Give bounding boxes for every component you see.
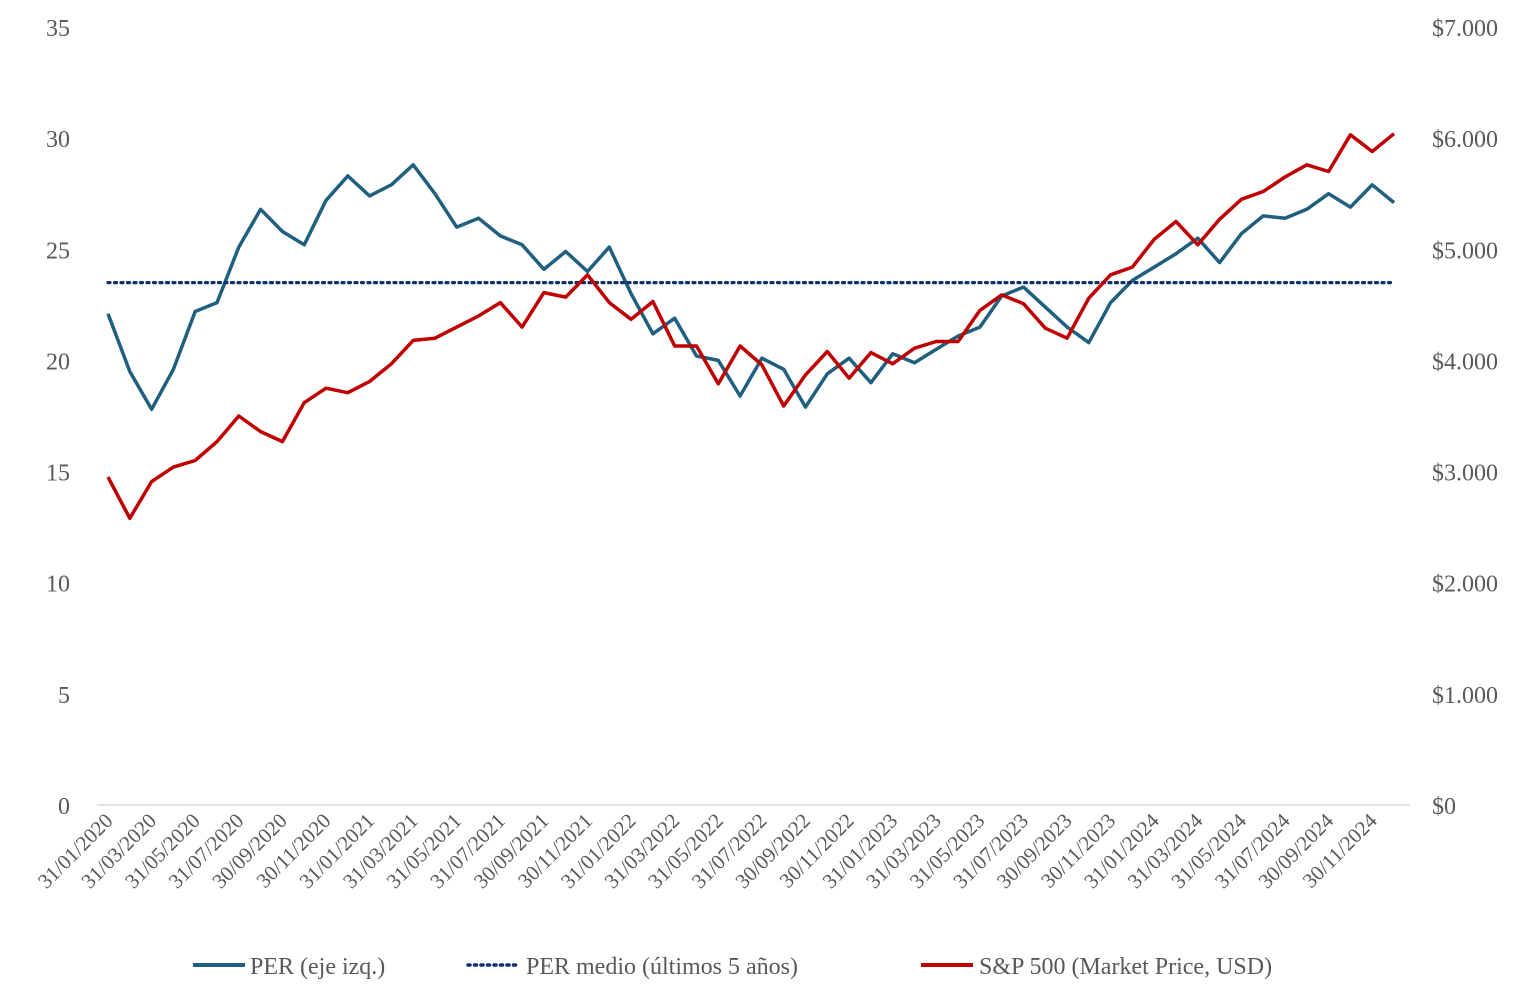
right-tick-label: $5.000 bbox=[1432, 238, 1498, 264]
left-tick-label: 0 bbox=[58, 794, 70, 820]
legend-item-sp500: S&P 500 (Market Price, USD) bbox=[921, 954, 1272, 980]
legend-label-per-medio: PER medio (últimos 5 años) bbox=[526, 954, 798, 980]
left-tick-label: 35 bbox=[46, 16, 70, 42]
legend-item-per-medio: PER medio (últimos 5 años) bbox=[466, 954, 798, 980]
legend-item-per: PER (eje izq.) bbox=[193, 954, 385, 980]
right-axis: $0 $1.000 $2.000 $3.000 $4.000 $5.000 $6.000 $7… bbox=[1432, 16, 1498, 820]
right-tick-label: $4.000 bbox=[1432, 349, 1498, 375]
left-tick-label: 20 bbox=[46, 349, 70, 375]
right-tick-label: $1.000 bbox=[1432, 683, 1498, 709]
right-tick-label: $6.000 bbox=[1432, 127, 1498, 153]
right-tick-label: $3.000 bbox=[1432, 461, 1498, 487]
right-tick-label: $7.000 bbox=[1432, 16, 1498, 42]
legend: PER (eje izq.) PER medio (últimos 5 años… bbox=[193, 954, 1272, 980]
series-line-sp500 bbox=[106, 132, 1396, 521]
right-tick-label: $0 bbox=[1432, 794, 1456, 820]
left-tick-label: 30 bbox=[46, 127, 70, 153]
legend-label-sp500: S&P 500 (Market Price, USD) bbox=[979, 954, 1272, 980]
left-axis: 0 5 10 15 20 25 30 35 bbox=[46, 16, 70, 820]
right-tick-label: $2.000 bbox=[1432, 572, 1498, 598]
x-axis: 31/01/202031/03/202031/05/202031/07/2020… bbox=[33, 808, 1382, 893]
left-tick-label: 15 bbox=[46, 461, 70, 487]
series-line-per bbox=[106, 163, 1396, 412]
left-tick-label: 25 bbox=[46, 238, 70, 264]
left-tick-label: 5 bbox=[58, 683, 70, 709]
left-tick-label: 10 bbox=[46, 572, 70, 598]
plot-area bbox=[106, 132, 1396, 521]
legend-label-per: PER (eje izq.) bbox=[250, 954, 385, 980]
